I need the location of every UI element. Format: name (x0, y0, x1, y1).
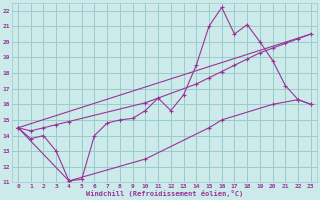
X-axis label: Windchill (Refroidissement éolien,°C): Windchill (Refroidissement éolien,°C) (86, 190, 243, 197)
